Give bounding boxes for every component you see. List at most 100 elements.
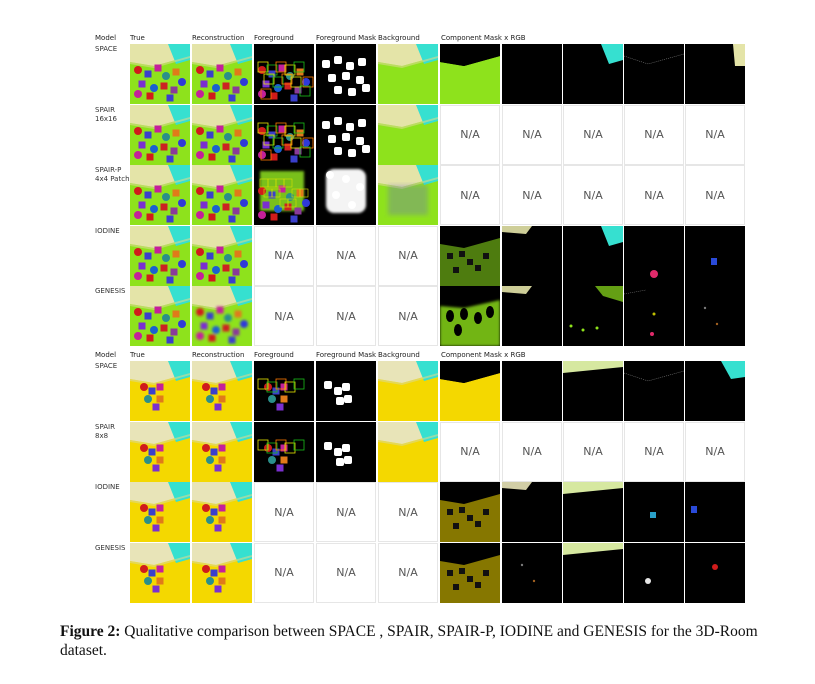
model-label: SPAIR 16x16	[95, 105, 117, 123]
na-label: N/A	[583, 445, 603, 458]
na-label: N/A	[705, 128, 725, 141]
column-header: Background	[378, 34, 420, 42]
scene-thumbnail	[192, 361, 252, 421]
na-label: N/A	[583, 188, 603, 202]
column-header: Model	[95, 351, 117, 359]
scene-thumbnail	[192, 165, 252, 225]
model-label: IODINE	[95, 226, 120, 235]
model-label: GENESIS	[95, 287, 126, 295]
scene-thumbnail	[685, 482, 745, 542]
na-cell: N/A	[624, 104, 684, 165]
na-cell: N/A	[440, 421, 500, 482]
scene-thumbnail	[316, 104, 376, 165]
na-label: N/A	[274, 249, 294, 262]
column-header: Reconstruction	[192, 351, 245, 359]
na-label: N/A	[398, 505, 418, 519]
na-cell: N/A	[378, 482, 438, 542]
scene-thumbnail	[563, 482, 623, 542]
scene-thumbnail	[192, 104, 252, 165]
na-cell: N/A	[563, 421, 623, 482]
model-label: SPAIR-P 4x4 Patch	[95, 166, 130, 183]
scene-thumbnail	[502, 482, 562, 542]
model-label: SPACE	[95, 362, 118, 370]
na-cell: N/A	[254, 225, 314, 286]
scene-thumbnail	[254, 421, 314, 482]
na-label: N/A	[336, 249, 356, 262]
scene-thumbnail	[502, 225, 562, 286]
model-label: SPACE	[95, 45, 118, 53]
scene-thumbnail	[316, 421, 376, 482]
scene-thumbnail	[378, 165, 438, 225]
caption-label: Figure 2:	[60, 623, 121, 640]
model-label: IODINE	[95, 483, 120, 491]
na-label: N/A	[522, 445, 542, 458]
scene-thumbnail	[440, 44, 500, 104]
model-label: SPAIR 8x8	[95, 422, 115, 440]
na-label: N/A	[644, 445, 664, 458]
scene-thumbnail	[130, 361, 190, 421]
na-label: N/A	[336, 309, 356, 323]
scene-thumbnail	[502, 361, 562, 421]
na-label: N/A	[583, 128, 603, 141]
na-cell: N/A	[624, 165, 684, 225]
na-cell: N/A	[440, 104, 500, 165]
na-label: N/A	[336, 505, 356, 519]
scene-thumbnail	[130, 165, 190, 225]
scene-thumbnail	[130, 421, 190, 482]
scene-thumbnail	[624, 44, 684, 104]
column-header: Foreground	[254, 34, 294, 42]
scene-thumbnail	[192, 225, 252, 286]
scene-thumbnail	[378, 44, 438, 104]
scene-thumbnail	[316, 165, 376, 225]
column-header: True	[130, 351, 145, 359]
scene-thumbnail	[624, 225, 684, 286]
na-label: N/A	[336, 566, 356, 579]
na-cell: N/A	[685, 165, 745, 225]
na-cell: N/A	[254, 286, 314, 346]
scene-thumbnail	[440, 286, 500, 346]
scene-thumbnail	[563, 44, 623, 104]
scene-thumbnail	[130, 225, 190, 286]
scene-thumbnail	[440, 482, 500, 542]
na-cell: N/A	[378, 225, 438, 286]
na-label: N/A	[460, 128, 480, 141]
scene-thumbnail	[130, 104, 190, 165]
na-cell: N/A	[316, 542, 376, 603]
scene-thumbnail	[685, 286, 745, 346]
scene-thumbnail	[502, 286, 562, 346]
na-cell: N/A	[685, 104, 745, 165]
scene-thumbnail	[378, 421, 438, 482]
na-cell: N/A	[254, 482, 314, 542]
na-label: N/A	[522, 188, 542, 202]
scene-thumbnail	[192, 286, 252, 346]
scene-thumbnail	[563, 286, 623, 346]
na-label: N/A	[644, 128, 664, 141]
scene-thumbnail	[685, 44, 745, 104]
scene-thumbnail	[685, 361, 745, 421]
scene-thumbnail	[192, 421, 252, 482]
na-cell: N/A	[440, 165, 500, 225]
column-header: Foreground Mask	[316, 351, 377, 359]
scene-thumbnail	[130, 286, 190, 346]
scene-thumbnail	[378, 104, 438, 165]
na-label: N/A	[644, 188, 664, 202]
na-cell: N/A	[685, 421, 745, 482]
column-header: Model	[95, 34, 117, 42]
scene-thumbnail	[254, 104, 314, 165]
scene-thumbnail	[685, 542, 745, 603]
scene-thumbnail	[130, 542, 190, 603]
na-cell: N/A	[563, 104, 623, 165]
na-cell: N/A	[563, 165, 623, 225]
scene-thumbnail	[254, 361, 314, 421]
scene-thumbnail	[192, 44, 252, 104]
column-header: Foreground Mask	[316, 34, 377, 42]
scene-thumbnail	[130, 44, 190, 104]
na-cell: N/A	[624, 421, 684, 482]
na-label: N/A	[522, 128, 542, 141]
na-label: N/A	[460, 188, 480, 202]
scene-thumbnail	[502, 44, 562, 104]
na-label: N/A	[274, 505, 294, 519]
scene-thumbnail	[563, 542, 623, 603]
scene-thumbnail	[316, 44, 376, 104]
